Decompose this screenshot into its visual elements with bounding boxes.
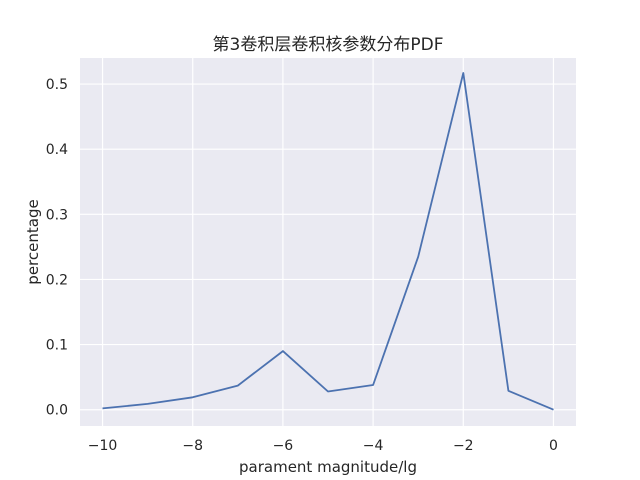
y-tick-label: 0.3 (46, 207, 68, 223)
tick-labels: −10 −8 −6 −4 −2 0 0.0 0.1 0.2 0.3 0.4 0.5 (46, 77, 558, 454)
x-tick-label: −6 (273, 438, 294, 454)
x-tick-label: −10 (88, 438, 118, 454)
y-axis-label: percentage (24, 199, 42, 284)
y-tick-label: 0.1 (46, 338, 68, 354)
y-tick-label: 0.2 (46, 272, 68, 288)
x-tick-label: −4 (363, 438, 384, 454)
grid-lines (80, 58, 576, 426)
y-tick-label: 0.5 (46, 77, 68, 93)
x-tick-label: 0 (549, 438, 558, 454)
x-tick-label: −8 (182, 438, 203, 454)
y-tick-label: 0.0 (46, 403, 68, 419)
series-line (102, 72, 554, 411)
y-tick-label: 0.4 (46, 142, 68, 158)
x-axis-label: parament magnitude/lg (239, 458, 417, 476)
chart-title: 第3卷积层卷积核参数分布PDF (213, 35, 444, 55)
plot-area (80, 58, 576, 426)
x-tick-label: −2 (453, 438, 474, 454)
